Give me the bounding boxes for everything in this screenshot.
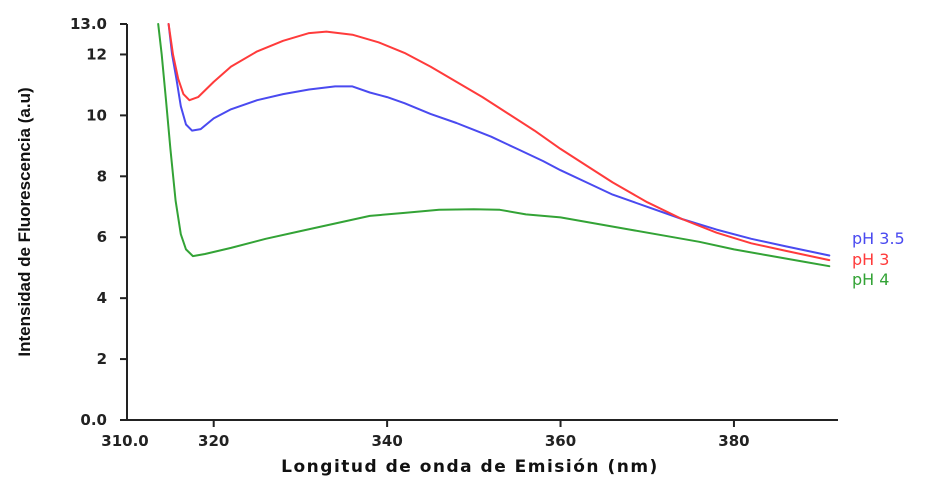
axes-layer — [126, 24, 838, 421]
y-tick-label: 2 — [97, 350, 107, 368]
y-tick-label: 12 — [86, 45, 107, 63]
series-layer — [157, 23, 831, 268]
y-axis-title: Intensidad de Fluorescencia (a.u) — [15, 87, 34, 356]
series-line-ph-4 — [157, 23, 831, 268]
x-tick-label: 380 — [718, 432, 749, 450]
legend-label: pH 3.5 — [852, 229, 905, 248]
legend-label: pH 4 — [852, 270, 889, 289]
series-line-ph-3 — [167, 23, 831, 262]
y-tick-label: 4 — [97, 289, 107, 307]
x-tick-label: 360 — [545, 432, 576, 450]
y-tick-label: 13.0 — [70, 15, 107, 33]
y-tick-label: 8 — [97, 167, 107, 185]
x-axis-title: Longitud de onda de Emisión (nm) — [281, 457, 659, 477]
y-tick-label: 6 — [97, 228, 107, 246]
x-tick-label: 340 — [371, 432, 402, 450]
series-line-ph-3-5 — [167, 23, 831, 257]
legend: pH 3.5 pH 3pH 4 — [852, 229, 905, 289]
x-tick-label: 320 — [198, 432, 229, 450]
x-tick-label: 310.0 — [101, 432, 148, 450]
legend-label: pH 3 — [852, 250, 889, 269]
y-tick-label: 10 — [86, 106, 107, 124]
ticks-layer: 0.0 2 4 6 8 10 12 13.0 310.0 320 340 360 380 — [70, 15, 750, 450]
y-tick-label: 0.0 — [80, 411, 107, 429]
